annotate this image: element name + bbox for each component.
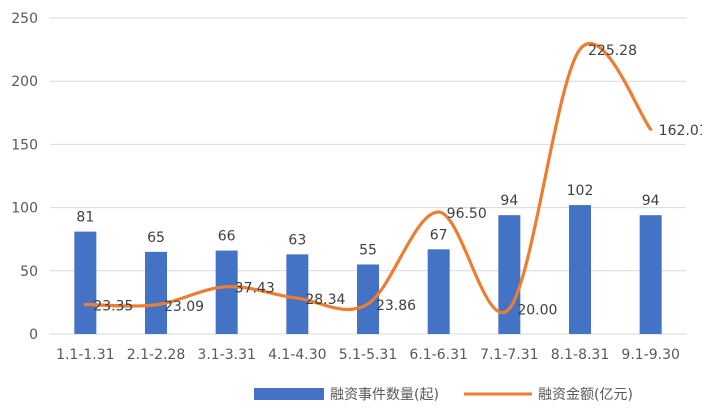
bar-value-label: 66 (218, 229, 236, 245)
y-tick-label: 0 (29, 327, 38, 343)
line-value-label: 28.34 (305, 292, 345, 308)
legend: 融资事件数量(起) 融资金额(亿元) (254, 387, 633, 403)
x-tick-label: 9.1-9.30 (621, 347, 680, 363)
bar (215, 250, 238, 334)
bar-value-label: 94 (642, 193, 660, 209)
bar-value-label: 63 (288, 232, 306, 248)
bar (639, 215, 662, 334)
line-value-label: 23.09 (164, 299, 204, 315)
x-tick-label: 8.1-8.31 (551, 347, 610, 363)
y-axis-ticks: 0 50 100 150 200 250 (11, 11, 38, 343)
line-series: 23.35 23.09 37.43 28.34 23.86 96.50 20.00 225.2… (83, 42, 702, 319)
x-tick-label: 1.1-1.31 (56, 347, 115, 363)
line-value-label: 37.43 (235, 281, 275, 297)
bar (357, 264, 379, 334)
line-value-label: 96.50 (447, 206, 487, 222)
line-value-label: 162.01 (659, 123, 702, 139)
y-tick-label: 200 (11, 74, 38, 90)
line-value-label: 225.28 (588, 43, 637, 59)
line-value-label: 23.86 (376, 298, 416, 314)
line-value-label: 23.35 (93, 298, 133, 314)
bar-value-label: 94 (500, 193, 518, 209)
x-axis-ticks: 1.1-1.31 2.1-2.28 3.1-3.31 4.1-4.30 5.1-5.31… (56, 347, 680, 363)
y-tick-label: 250 (11, 11, 38, 27)
bar-value-label: 102 (567, 183, 594, 199)
bar (498, 215, 521, 334)
bar (74, 231, 97, 334)
bar (145, 251, 167, 334)
x-tick-label: 7.1-7.31 (480, 347, 539, 363)
legend-label-line: 融资金额(亿元) (538, 387, 633, 403)
bar (569, 205, 591, 334)
y-tick-label: 100 (11, 201, 38, 217)
bar-value-label: 67 (430, 227, 448, 243)
x-tick-label: 4.1-4.30 (268, 347, 327, 363)
x-tick-label: 2.1-2.28 (127, 347, 186, 363)
line-value-label: 20.00 (517, 303, 557, 319)
bar (286, 254, 309, 334)
legend-label-bar: 融资事件数量(起) (330, 387, 439, 403)
y-tick-label: 150 (11, 137, 38, 153)
x-tick-label: 5.1-5.31 (339, 347, 398, 363)
line-path (83, 42, 653, 314)
bar-value-label: 81 (76, 210, 94, 226)
x-tick-label: 6.1-6.31 (409, 347, 468, 363)
bar-value-label: 55 (359, 242, 377, 258)
bar (427, 249, 450, 334)
bar-value-label: 65 (147, 230, 165, 246)
y-tick-label: 50 (20, 264, 38, 280)
legend-swatch-bar (254, 388, 324, 400)
x-tick-label: 3.1-3.31 (197, 347, 256, 363)
bar-series: 81 65 66 63 55 67 94 102 94 (74, 183, 662, 334)
